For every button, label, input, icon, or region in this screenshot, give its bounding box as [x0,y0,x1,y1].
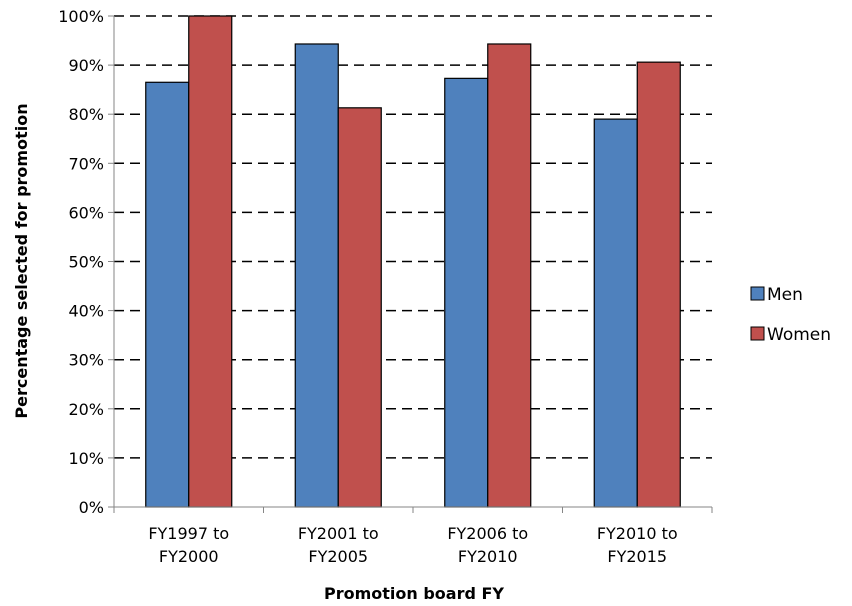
y-tick-label: 50% [68,253,104,272]
y-axis-title: Percentage selected for promotion [12,103,31,418]
y-tick-label: 100% [58,7,104,26]
y-tick-label: 0% [79,498,104,517]
x-tick-label: FY2010 to FY2015 [597,524,678,566]
bar-women-3 [487,43,532,508]
y-tick-label: 70% [68,154,104,173]
y-tick-labels: 0% 10% 20% 30% 40% 50% 60% 70% 80% 90% 100% [58,7,104,517]
y-tick-label: 40% [68,302,104,321]
bar-women-2 [337,107,382,508]
legend-label-men: Men [767,285,803,305]
legend-swatch-women [750,326,765,341]
x-tick-label: FY2001 to FY2005 [298,524,379,566]
x-tick-labels: FY1997 to FY2000 FY2001 to FY2005 FY2006 to F… [148,524,677,566]
bars [145,15,681,508]
x-tick-label: FY2006 to FY2010 [447,524,528,566]
bar-men-4 [593,118,638,508]
bar-women-4 [636,61,681,508]
legend: Men Women [750,285,831,345]
y-tick-label: 30% [68,351,104,370]
x-axis-title: Promotion board FY [324,584,504,603]
y-tick-label: 10% [68,449,104,468]
legend-label-women: Women [767,325,831,345]
x-tick-label: FY1997 to FY2000 [148,524,229,566]
axes [108,15,713,513]
bar-men-2 [294,43,339,508]
bar-women-1 [188,15,233,508]
bar-men-3 [444,77,489,508]
y-tick-label: 80% [68,105,104,124]
y-tick-label: 90% [68,56,104,75]
y-tick-label: 20% [68,400,104,419]
bar-men-1 [145,81,190,508]
legend-swatch-men [750,286,765,301]
y-tick-label: 60% [68,203,104,222]
